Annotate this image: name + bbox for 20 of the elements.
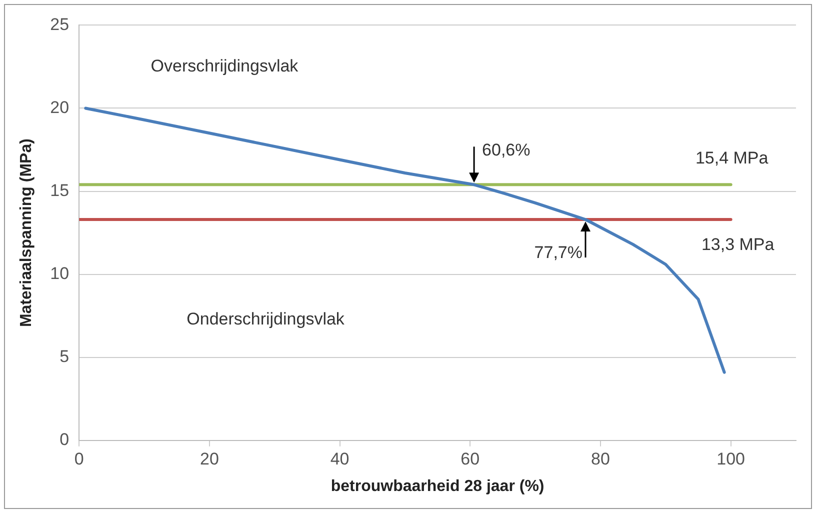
- y-tick-label: 10: [50, 264, 70, 284]
- y-tick-label: 20: [50, 98, 70, 117]
- x-tick-label: 40: [330, 449, 350, 468]
- x-tick-label: 60: [460, 449, 480, 468]
- x-tick-label: 20: [200, 449, 219, 468]
- annotation: Onderschrijdingsvlak: [186, 310, 345, 329]
- series-label: 13,3 MPa: [701, 235, 775, 254]
- y-tick-label: 15: [50, 180, 70, 200]
- y-tick-label: 0: [60, 430, 70, 450]
- y-tick-label: 25: [50, 14, 70, 34]
- annotation: Overschrijdingsvlak: [150, 56, 299, 76]
- x-tick-label: 0: [74, 449, 84, 468]
- y-axis-title: Materiaalspanning (MPa): [18, 138, 36, 328]
- series-label: 15,4 MPa: [695, 148, 769, 168]
- x-tick-label: 80: [591, 449, 610, 468]
- annotation: 60,6%: [482, 140, 530, 160]
- x-axis-title: betrouwbaarheid 28 jaar (%): [330, 478, 544, 495]
- annotation: 77,7%: [534, 243, 582, 262]
- y-tick-label: 5: [60, 347, 70, 366]
- x-tick-label: 100: [716, 449, 746, 468]
